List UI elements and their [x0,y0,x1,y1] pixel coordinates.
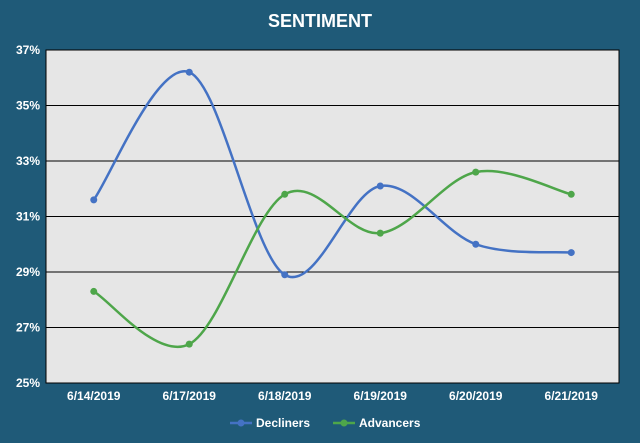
decliners-point [567,249,575,257]
decliners-point [281,271,289,279]
x-tick-label: 6/21/2019 [545,389,599,403]
advancers-point [281,190,289,198]
legend-marker-advancers [340,419,348,427]
y-tick-label: 37% [16,43,40,57]
grid-lines [45,49,620,384]
legend-marker-decliners [237,419,245,427]
advancers-point [567,190,575,198]
decliners-point [376,182,384,190]
decliners-point [90,196,98,204]
y-tick-label: 35% [16,99,40,113]
y-tick-label: 33% [16,154,40,168]
advancers-point [185,340,193,348]
x-tick-label: 6/14/2019 [67,389,121,403]
legend-label-decliners: Decliners [256,416,310,430]
legend-item-advancers: Advancers [333,416,421,430]
y-tick-label: 31% [16,210,40,224]
decliners-point [185,68,193,76]
y-tick-label: 25% [16,376,40,390]
x-axis: 6/14/2019 6/17/2019 6/18/2019 6/19/2019 6/20… [67,389,598,403]
x-tick-label: 6/17/2019 [163,389,217,403]
advancers-point [90,287,98,295]
x-tick-label: 6/18/2019 [258,389,312,403]
legend-item-decliners: Decliners [230,416,310,430]
advancers-point [376,229,384,237]
legend-label-advancers: Advancers [359,416,421,430]
legend: Decliners Advancers [230,416,421,430]
y-tick-label: 27% [16,321,40,335]
series-lines [90,68,575,348]
advancers-point [472,168,480,176]
x-tick-label: 6/19/2019 [354,389,408,403]
chart-title: SENTIMENT [268,11,372,31]
x-tick-label: 6/20/2019 [449,389,503,403]
y-axis: 25% 27% 29% 31% 33% 35% 37% [16,43,40,390]
y-tick-label: 29% [16,265,40,279]
plot-border [45,49,620,384]
decliners-point [472,240,480,248]
